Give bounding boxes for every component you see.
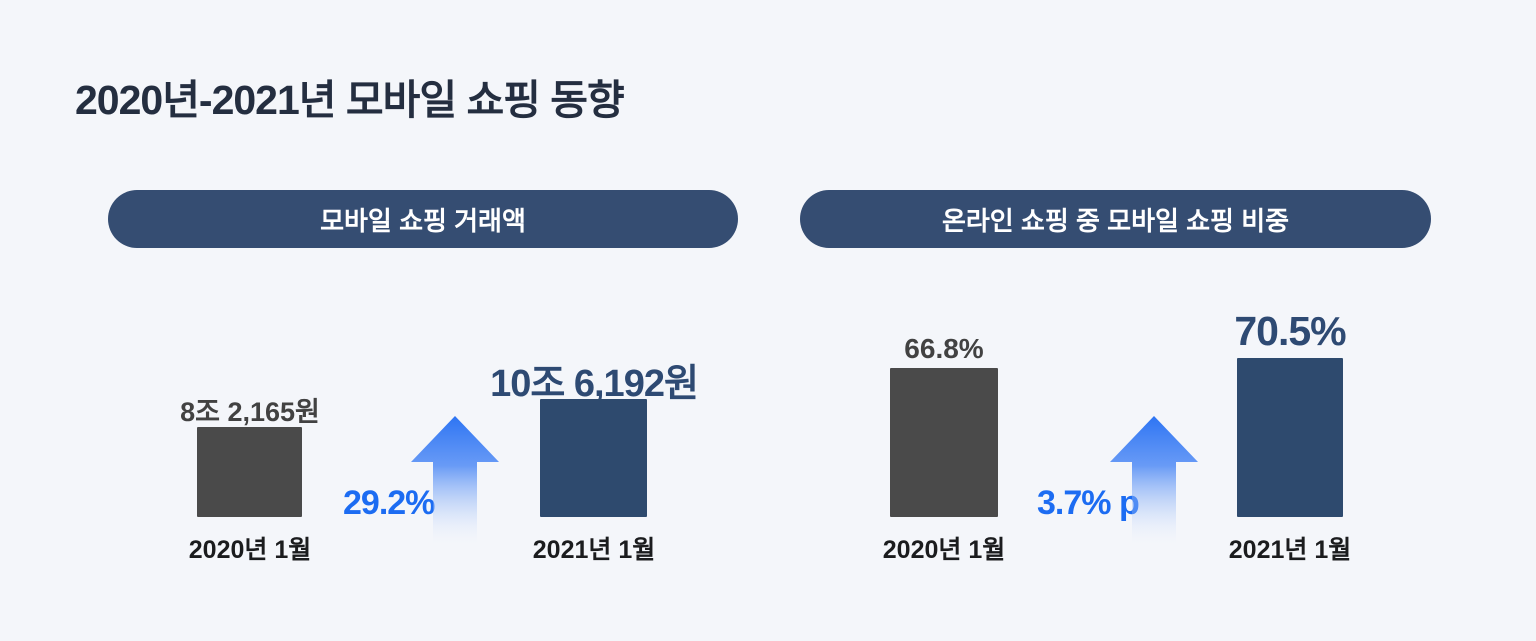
bar-2020 [890,368,998,517]
bar-value-label: 70.5% [1234,308,1346,354]
bar-2021 [540,399,647,517]
panel-header-label: 온라인 쇼핑 중 모바일 쇼핑 비중 [941,205,1290,236]
bar-category-label: 2021년 1월 [1228,536,1352,564]
up-arrow-icon [1110,416,1198,546]
page-title: 2020년-2021년 모바일 쇼핑 동향 [75,77,625,123]
bar-value-label: 10조 6,192원 [490,363,699,405]
bar-category-label: 2021년 1월 [532,536,656,564]
bar-2021 [1237,358,1343,517]
up-arrow-icon [411,416,499,546]
bar-2020 [197,427,302,517]
panel-header-label: 모바일 쇼핑 거래액 [320,205,526,236]
panel-header-pill: 온라인 쇼핑 중 모바일 쇼핑 비중 [800,190,1431,248]
bar-value-label: 66.8% [904,333,984,364]
panel-header-pill: 모바일 쇼핑 거래액 [108,190,738,248]
growth-rate-label: 3.7% p [1037,484,1140,522]
growth-rate-label: 29.2% [343,484,435,522]
bar-value-label: 8조 2,165원 [180,397,320,427]
bar-category-label: 2020년 1월 [882,536,1006,564]
bar-category-label: 2020년 1월 [188,536,312,564]
